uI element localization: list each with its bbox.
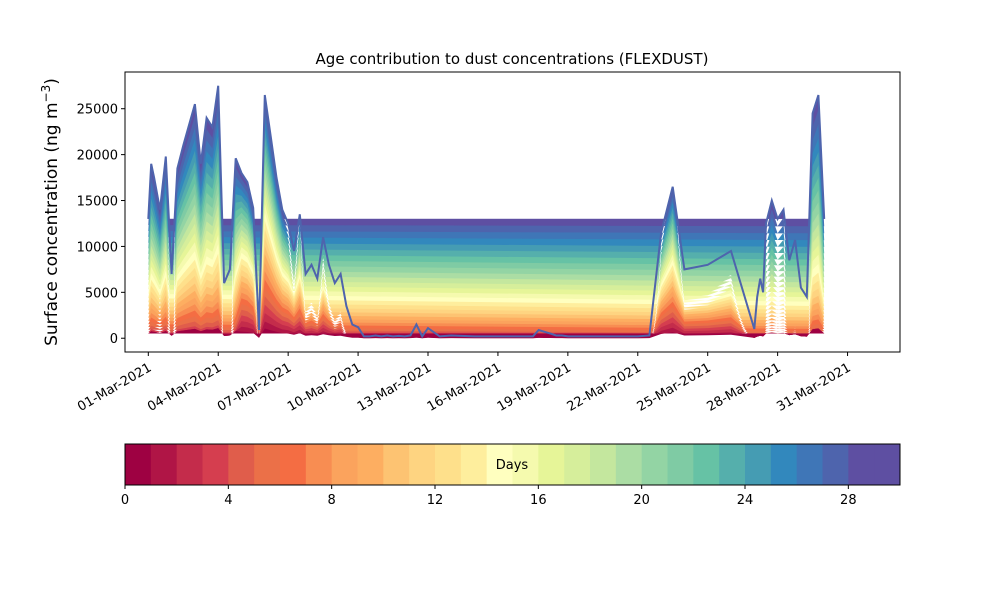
colorbar-tick-label: 0 <box>121 493 129 508</box>
colorbar-swatch <box>357 444 384 485</box>
colorbar-swatch <box>822 444 849 485</box>
x-tick-label: 25-Mar-2021 <box>635 360 714 414</box>
x-tick-label: 01-Mar-2021 <box>75 360 154 414</box>
colorbar-swatch <box>719 444 746 485</box>
x-tick-label: 31-Mar-2021 <box>774 360 853 414</box>
y-tick-label: 10000 <box>77 240 118 255</box>
y-axis: 0 5000 10000 15000 20000 25000 <box>77 103 125 347</box>
total-line <box>147 85 826 339</box>
colorbar-swatch <box>615 444 643 485</box>
colorbar-tick-label: 16 <box>530 493 547 508</box>
colorbar-swatch <box>435 444 462 485</box>
colorbar-tick-label: 12 <box>427 493 444 508</box>
colorbar-swatch <box>745 444 772 485</box>
y-tick-label: 0 <box>110 332 118 347</box>
y-tick-label: 25000 <box>77 103 118 118</box>
colorbar-swatch <box>848 444 875 485</box>
colorbar-tick-label: 28 <box>840 493 857 508</box>
colorbar-swatch <box>874 444 901 485</box>
colorbar-swatch <box>667 444 694 485</box>
colorbar-tick-label: 20 <box>633 493 650 508</box>
colorbar-tick-label: 8 <box>328 493 336 508</box>
colorbar-swatch <box>254 444 281 485</box>
colorbar-frame <box>124 443 901 486</box>
y-axis-label: Surface concentration (ng m−3) <box>39 78 62 346</box>
age-layer-0 <box>148 328 825 339</box>
x-tick-label: 22-Mar-2021 <box>565 360 644 414</box>
colorbar-swatch <box>796 444 823 485</box>
age-layer-9 <box>148 254 825 338</box>
colorbar-tick-label: 24 <box>737 493 754 508</box>
colorbar-swatch <box>305 444 333 485</box>
colorbar-swatch <box>280 444 307 485</box>
colorbar-label: Days <box>496 458 529 473</box>
x-tick-label: 16-Mar-2021 <box>425 360 504 414</box>
x-tick-label: 28-Mar-2021 <box>704 360 783 414</box>
x-tick-label: 13-Mar-2021 <box>355 360 434 414</box>
colorbar-swatch <box>512 444 539 485</box>
age-layer-10 <box>148 246 825 338</box>
colorbar-swatch <box>383 444 410 485</box>
colorbar-swatch <box>641 444 668 485</box>
x-axis: 01-Mar-202104-Mar-202107-Mar-202110-Mar-… <box>75 352 854 415</box>
colorbar-swatch <box>150 444 178 485</box>
colorbar-swatch <box>409 444 436 485</box>
colorbar-swatch <box>228 444 255 485</box>
age-layer-5 <box>148 287 825 338</box>
plot-area <box>124 71 901 353</box>
x-tick-label: 04-Mar-2021 <box>145 360 224 414</box>
y-tick-label: 15000 <box>77 195 118 210</box>
chart-title: Age contribution to dust concentrations … <box>316 50 709 68</box>
x-tick-label: 07-Mar-2021 <box>215 360 294 414</box>
x-tick-label: 10-Mar-2021 <box>285 360 364 414</box>
plot-frame <box>124 71 901 353</box>
colorbar-swatch <box>590 444 617 485</box>
x-tick-label: 19-Mar-2021 <box>495 360 574 414</box>
colorbar-tick-label: 4 <box>224 493 232 508</box>
colorbar-swatch <box>538 444 565 485</box>
colorbar-swatch <box>331 444 358 485</box>
colorbar-swatch <box>460 444 488 485</box>
colorbar-swatch <box>693 444 720 485</box>
y-tick-label: 5000 <box>85 286 118 301</box>
colorbar-swatch <box>564 444 591 485</box>
colorbar-swatch <box>202 444 229 485</box>
y-tick-label: 20000 <box>77 149 118 164</box>
colorbar-swatch <box>176 444 203 485</box>
colorbar-swatch <box>486 444 513 485</box>
colorbar-swatch <box>125 444 152 485</box>
colorbar-swatch <box>770 444 798 485</box>
colorbar: 0 4 8 12 16 20 24 28 <box>121 443 901 508</box>
